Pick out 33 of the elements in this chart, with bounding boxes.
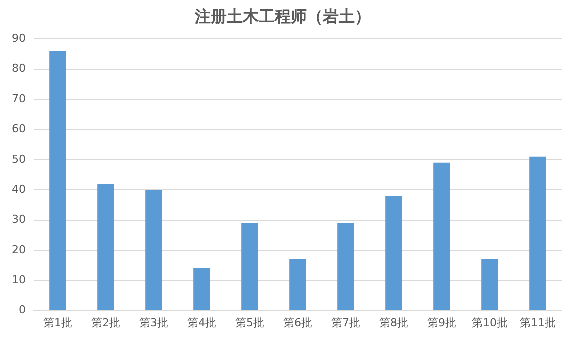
y-tick-label: 10	[12, 273, 26, 286]
bar	[290, 260, 306, 310]
bar	[194, 268, 210, 310]
y-tick-label: 70	[12, 92, 26, 106]
x-tick-label: 第4批	[188, 316, 216, 330]
y-tick-label: 20	[12, 243, 26, 256]
bar	[98, 184, 114, 310]
y-tick-label: 90	[12, 32, 26, 46]
y-tick-label: 50	[12, 152, 26, 166]
x-tick-label: 第7批	[332, 316, 360, 330]
bar	[530, 156, 546, 310]
x-tick-label: 第10批	[472, 316, 508, 330]
x-tick-label: 第8批	[380, 316, 408, 330]
bar	[146, 190, 162, 310]
y-tick-label: 80	[12, 62, 26, 76]
x-tick-label: 第5批	[236, 316, 264, 330]
y-tick-label: 30	[12, 213, 26, 226]
chart-title: 注册土木工程师（岩土）	[194, 6, 371, 26]
x-tick-label: 第6批	[284, 316, 312, 330]
x-tick-label: 第11批	[520, 316, 556, 330]
y-tick-label: 0	[18, 304, 26, 317]
bar	[482, 260, 498, 310]
bar	[434, 162, 450, 310]
x-tick-label: 第1批	[43, 316, 72, 330]
y-tick-label: 60	[12, 122, 26, 136]
bar	[338, 223, 354, 310]
bar	[242, 223, 258, 310]
x-tick-label: 第9批	[428, 316, 456, 330]
x-tick-label: 第2批	[91, 316, 120, 330]
bar	[50, 51, 66, 310]
y-tick-label: 40	[12, 182, 26, 196]
bar	[386, 196, 402, 310]
x-tick-label: 第3批	[140, 316, 168, 330]
